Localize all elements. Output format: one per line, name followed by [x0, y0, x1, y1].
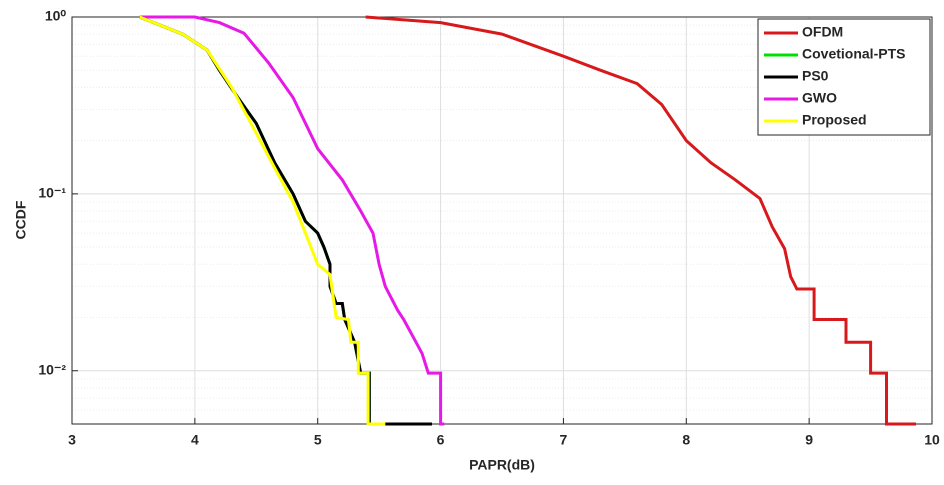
x-tick-label: 4 — [191, 432, 199, 448]
x-tick-label: 3 — [68, 432, 76, 448]
plot-frame — [71, 16, 933, 425]
legend-label: Proposed — [802, 112, 867, 128]
legend-label: Covetional-PTS — [802, 46, 905, 62]
x-axis-label: PAPR(dB) — [469, 457, 535, 473]
legend-label: PS0 — [802, 68, 829, 84]
legend-label: GWO — [802, 90, 837, 106]
y-tick-label: 10⁻¹ — [38, 185, 66, 201]
x-tick-label: 9 — [805, 432, 813, 448]
x-tick-label: 8 — [682, 432, 690, 448]
y-axis-label: CCDF — [13, 200, 29, 239]
series-line — [139, 15, 386, 426]
x-tick-label: 6 — [437, 432, 445, 448]
legend-label: OFDM — [802, 24, 843, 40]
series-line — [139, 15, 445, 426]
x-tick-label: 10 — [924, 432, 940, 448]
y-tick-label: 10⁰ — [45, 8, 67, 24]
y-tick-label: 10⁻² — [38, 361, 66, 377]
series-line — [365, 15, 916, 426]
x-tick-label: 5 — [314, 432, 322, 448]
x-tick-label: 7 — [560, 432, 568, 448]
